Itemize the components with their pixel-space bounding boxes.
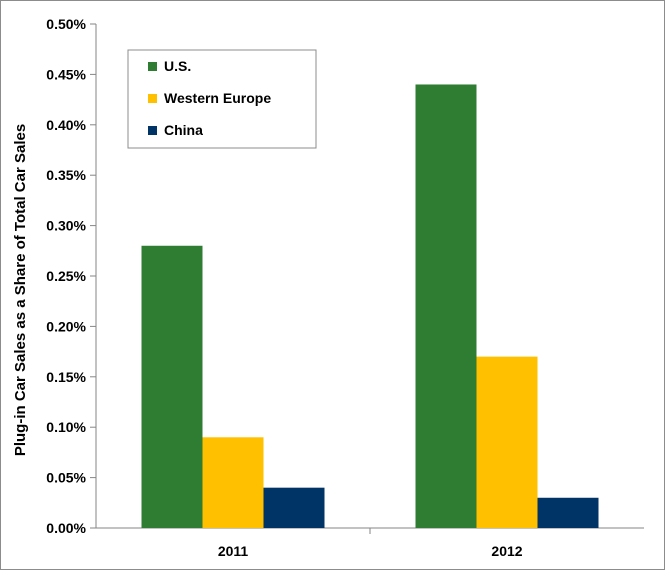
y-tick-label: 0.25%: [46, 268, 86, 284]
legend-label: Western Europe: [164, 90, 271, 106]
bar-u-s-2011: [141, 245, 203, 528]
y-tick-label: 0.40%: [46, 117, 86, 133]
y-tick-label: 0.10%: [46, 419, 86, 435]
plot-area: 0.00% 0.05% 0.10% 0.15% 0.20% 0.25% 0.30% 0.35%…: [46, 16, 644, 559]
legend-label: China: [164, 122, 203, 138]
legend-swatch: [148, 62, 157, 71]
bar-china-2012: [537, 497, 599, 528]
y-tick-label: 0.15%: [46, 369, 86, 385]
y-tick-label: 0.45%: [46, 66, 86, 82]
bar-western-europe-2011: [202, 437, 264, 528]
bar-u-s-2012: [415, 84, 477, 528]
x-category-label: 2012: [491, 543, 522, 559]
legend-swatch: [148, 94, 157, 103]
y-tick-label: 0.20%: [46, 318, 86, 334]
bar-china-2011: [263, 487, 325, 528]
bar-western-europe-2012: [476, 356, 538, 528]
legend: U.S. Western Europe China: [127, 49, 317, 149]
y-tick-label: 0.05%: [46, 470, 86, 486]
y-axis-title: Plug-in Car Sales as a Share of Total Ca…: [12, 124, 29, 456]
y-tick-label: 0.30%: [46, 218, 86, 234]
legend-swatch: [148, 126, 157, 135]
legend-label: U.S.: [164, 58, 191, 74]
y-tick-label: 0.35%: [46, 167, 86, 183]
y-tick-label: 0.50%: [46, 16, 86, 32]
x-category-label: 2011: [218, 543, 249, 559]
y-tick-label: 0.00%: [46, 520, 86, 536]
legend-box: [127, 49, 317, 149]
